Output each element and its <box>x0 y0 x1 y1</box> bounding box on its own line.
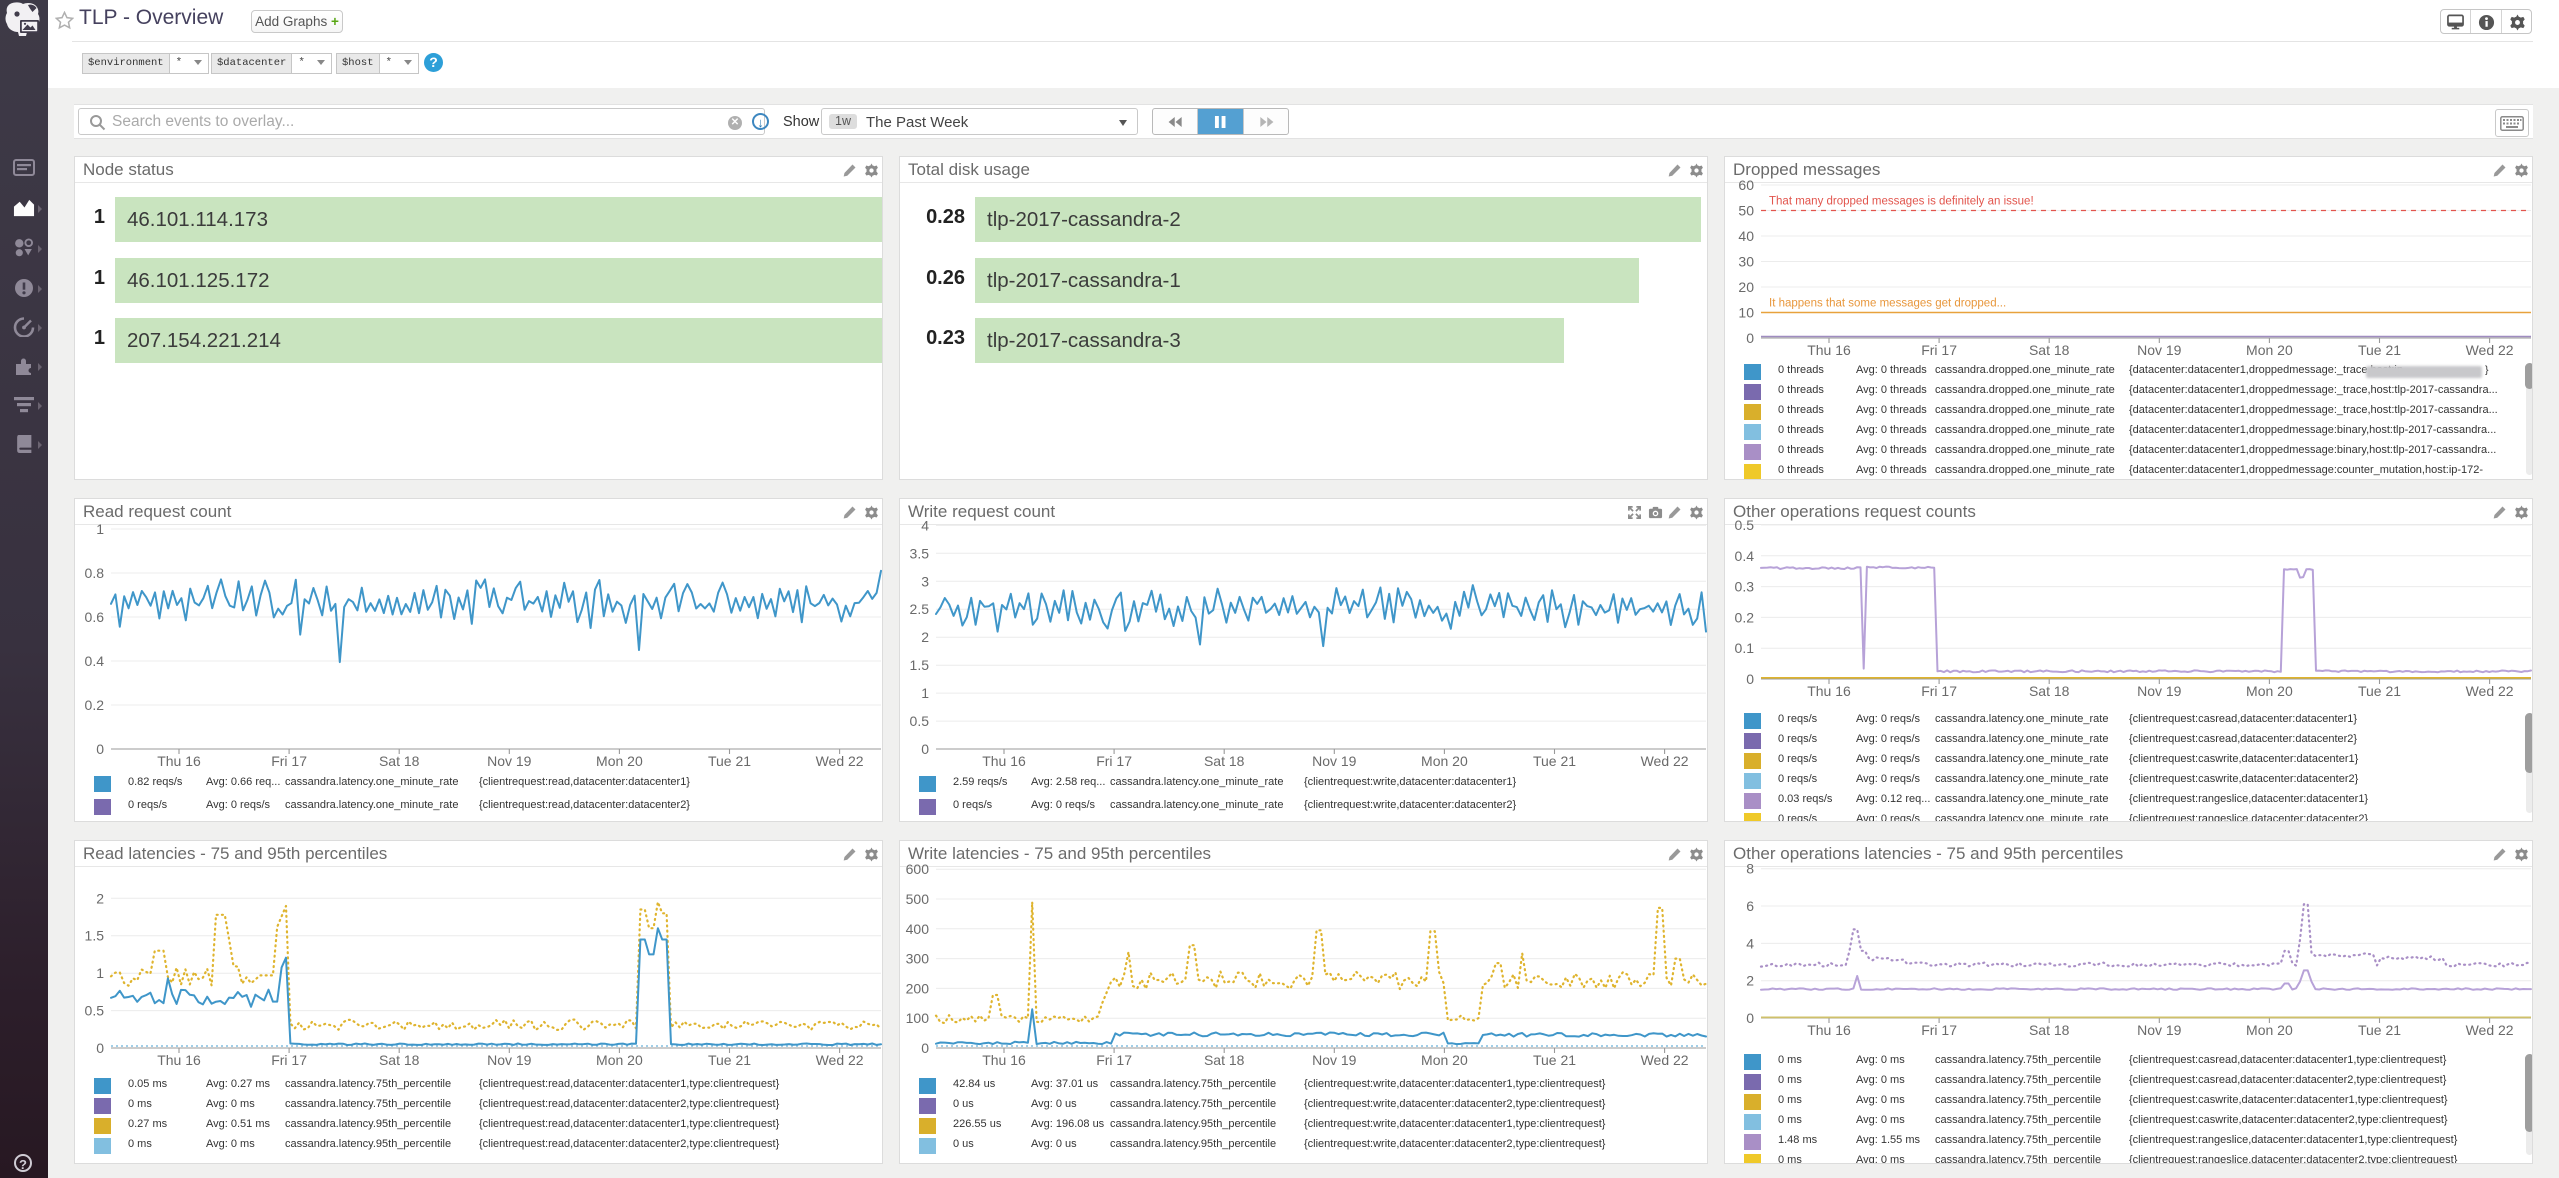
svg-text:Wed 22: Wed 22 <box>1641 1052 1689 1068</box>
svg-text:600: 600 <box>906 861 930 877</box>
svg-text:1: 1 <box>96 521 104 537</box>
svg-text:2.5: 2.5 <box>910 601 930 617</box>
svg-text:400: 400 <box>906 921 930 937</box>
svg-text:0: 0 <box>921 1040 929 1056</box>
svg-text:Sat 18: Sat 18 <box>2029 1022 2070 1038</box>
svg-text:3.5: 3.5 <box>910 545 930 561</box>
svg-text:0.2: 0.2 <box>1735 609 1755 625</box>
svg-text:0: 0 <box>921 741 929 757</box>
svg-text:1.5: 1.5 <box>85 928 105 944</box>
svg-text:Sat 18: Sat 18 <box>1204 1052 1245 1068</box>
svg-text:0: 0 <box>1746 330 1754 346</box>
svg-text:2: 2 <box>921 629 929 645</box>
svg-text:Wed 22: Wed 22 <box>816 753 864 769</box>
svg-text:0: 0 <box>1746 671 1754 687</box>
svg-text:0.3: 0.3 <box>1735 579 1755 595</box>
svg-text:Wed 22: Wed 22 <box>2466 683 2514 699</box>
svg-text:Fri 17: Fri 17 <box>1096 753 1132 769</box>
svg-text:0.2: 0.2 <box>85 697 105 713</box>
svg-text:Sat 18: Sat 18 <box>2029 683 2070 699</box>
svg-text:Tue 21: Tue 21 <box>708 753 751 769</box>
svg-text:Nov 19: Nov 19 <box>487 1052 532 1068</box>
svg-text:Fri 17: Fri 17 <box>1921 1022 1957 1038</box>
svg-text:40: 40 <box>1738 228 1754 244</box>
svg-text:30: 30 <box>1738 254 1754 270</box>
svg-text:Nov 19: Nov 19 <box>1312 753 1357 769</box>
svg-text:That many dropped messages is: That many dropped messages is definitely… <box>1769 196 2034 208</box>
svg-text:Mon 20: Mon 20 <box>1421 1052 1468 1068</box>
svg-text:0: 0 <box>96 741 104 757</box>
svg-text:Sat 18: Sat 18 <box>379 1052 420 1068</box>
svg-text:2: 2 <box>96 890 104 906</box>
svg-text:Tue 21: Tue 21 <box>2358 683 2401 699</box>
svg-text:Fri 17: Fri 17 <box>1921 683 1957 699</box>
svg-text:50: 50 <box>1738 203 1754 219</box>
svg-text:0.6: 0.6 <box>85 609 105 625</box>
svg-text:Thu 16: Thu 16 <box>1807 683 1851 699</box>
svg-text:0.5: 0.5 <box>1735 517 1755 533</box>
svg-text:Tue 21: Tue 21 <box>1533 1052 1576 1068</box>
svg-text:Tue 21: Tue 21 <box>1533 753 1576 769</box>
svg-text:0.1: 0.1 <box>1735 640 1755 656</box>
svg-text:0: 0 <box>1746 1010 1754 1026</box>
svg-text:Wed 22: Wed 22 <box>816 1052 864 1068</box>
svg-text:Mon 20: Mon 20 <box>2246 1022 2293 1038</box>
svg-text:2: 2 <box>1746 973 1754 989</box>
svg-text:Fri 17: Fri 17 <box>1096 1052 1132 1068</box>
svg-text:Sat 18: Sat 18 <box>2029 342 2070 358</box>
svg-text:Thu 16: Thu 16 <box>157 1052 201 1068</box>
svg-text:Tue 21: Tue 21 <box>2358 342 2401 358</box>
svg-text:Nov 19: Nov 19 <box>1312 1052 1357 1068</box>
svg-text:Sat 18: Sat 18 <box>1204 753 1245 769</box>
svg-text:Nov 19: Nov 19 <box>2137 342 2182 358</box>
svg-text:Thu 16: Thu 16 <box>982 1052 1026 1068</box>
svg-text:0.5: 0.5 <box>910 713 930 729</box>
svg-text:Mon 20: Mon 20 <box>2246 683 2293 699</box>
svg-text:Tue 21: Tue 21 <box>708 1052 751 1068</box>
svg-text:10: 10 <box>1738 305 1754 321</box>
svg-text:1.5: 1.5 <box>910 657 930 673</box>
svg-text:Wed 22: Wed 22 <box>2466 1022 2514 1038</box>
svg-text:Nov 19: Nov 19 <box>487 753 532 769</box>
svg-text:Fri 17: Fri 17 <box>1921 342 1957 358</box>
svg-text:Mon 20: Mon 20 <box>1421 753 1468 769</box>
svg-text:Fri 17: Fri 17 <box>271 1052 307 1068</box>
svg-text:1: 1 <box>96 965 104 981</box>
svg-text:Wed 22: Wed 22 <box>1641 753 1689 769</box>
svg-text:Sat 18: Sat 18 <box>379 753 420 769</box>
svg-text:Tue 21: Tue 21 <box>2358 1022 2401 1038</box>
svg-text:Mon 20: Mon 20 <box>2246 342 2293 358</box>
svg-text:Thu 16: Thu 16 <box>1807 342 1851 358</box>
svg-text:300: 300 <box>906 951 930 967</box>
svg-text:Mon 20: Mon 20 <box>596 753 643 769</box>
svg-text:0: 0 <box>96 1040 104 1056</box>
svg-text:3: 3 <box>921 573 929 589</box>
svg-text:Wed 22: Wed 22 <box>2466 342 2514 358</box>
svg-text:500: 500 <box>906 891 930 907</box>
svg-text:0.8: 0.8 <box>85 565 105 581</box>
svg-text:100: 100 <box>906 1010 930 1026</box>
svg-text:20: 20 <box>1738 279 1754 295</box>
svg-text:0.4: 0.4 <box>85 653 105 669</box>
svg-text:Nov 19: Nov 19 <box>2137 1022 2182 1038</box>
svg-text:Thu 16: Thu 16 <box>1807 1022 1851 1038</box>
svg-text:60: 60 <box>1738 177 1754 193</box>
svg-text:200: 200 <box>906 980 930 996</box>
svg-text:4: 4 <box>1746 935 1754 951</box>
svg-text:Thu 16: Thu 16 <box>157 753 201 769</box>
svg-text:Thu 16: Thu 16 <box>982 753 1026 769</box>
svg-text:Fri 17: Fri 17 <box>271 753 307 769</box>
svg-text:Nov 19: Nov 19 <box>2137 683 2182 699</box>
svg-text:Mon 20: Mon 20 <box>596 1052 643 1068</box>
svg-text:0.4: 0.4 <box>1735 548 1755 564</box>
svg-text:4: 4 <box>921 517 929 533</box>
svg-text:8: 8 <box>1746 861 1754 877</box>
svg-text:It happens that some messages: It happens that some messages get droppe… <box>1769 298 2006 310</box>
svg-text:1: 1 <box>921 685 929 701</box>
svg-text:6: 6 <box>1746 898 1754 914</box>
svg-text:0.5: 0.5 <box>85 1003 105 1019</box>
